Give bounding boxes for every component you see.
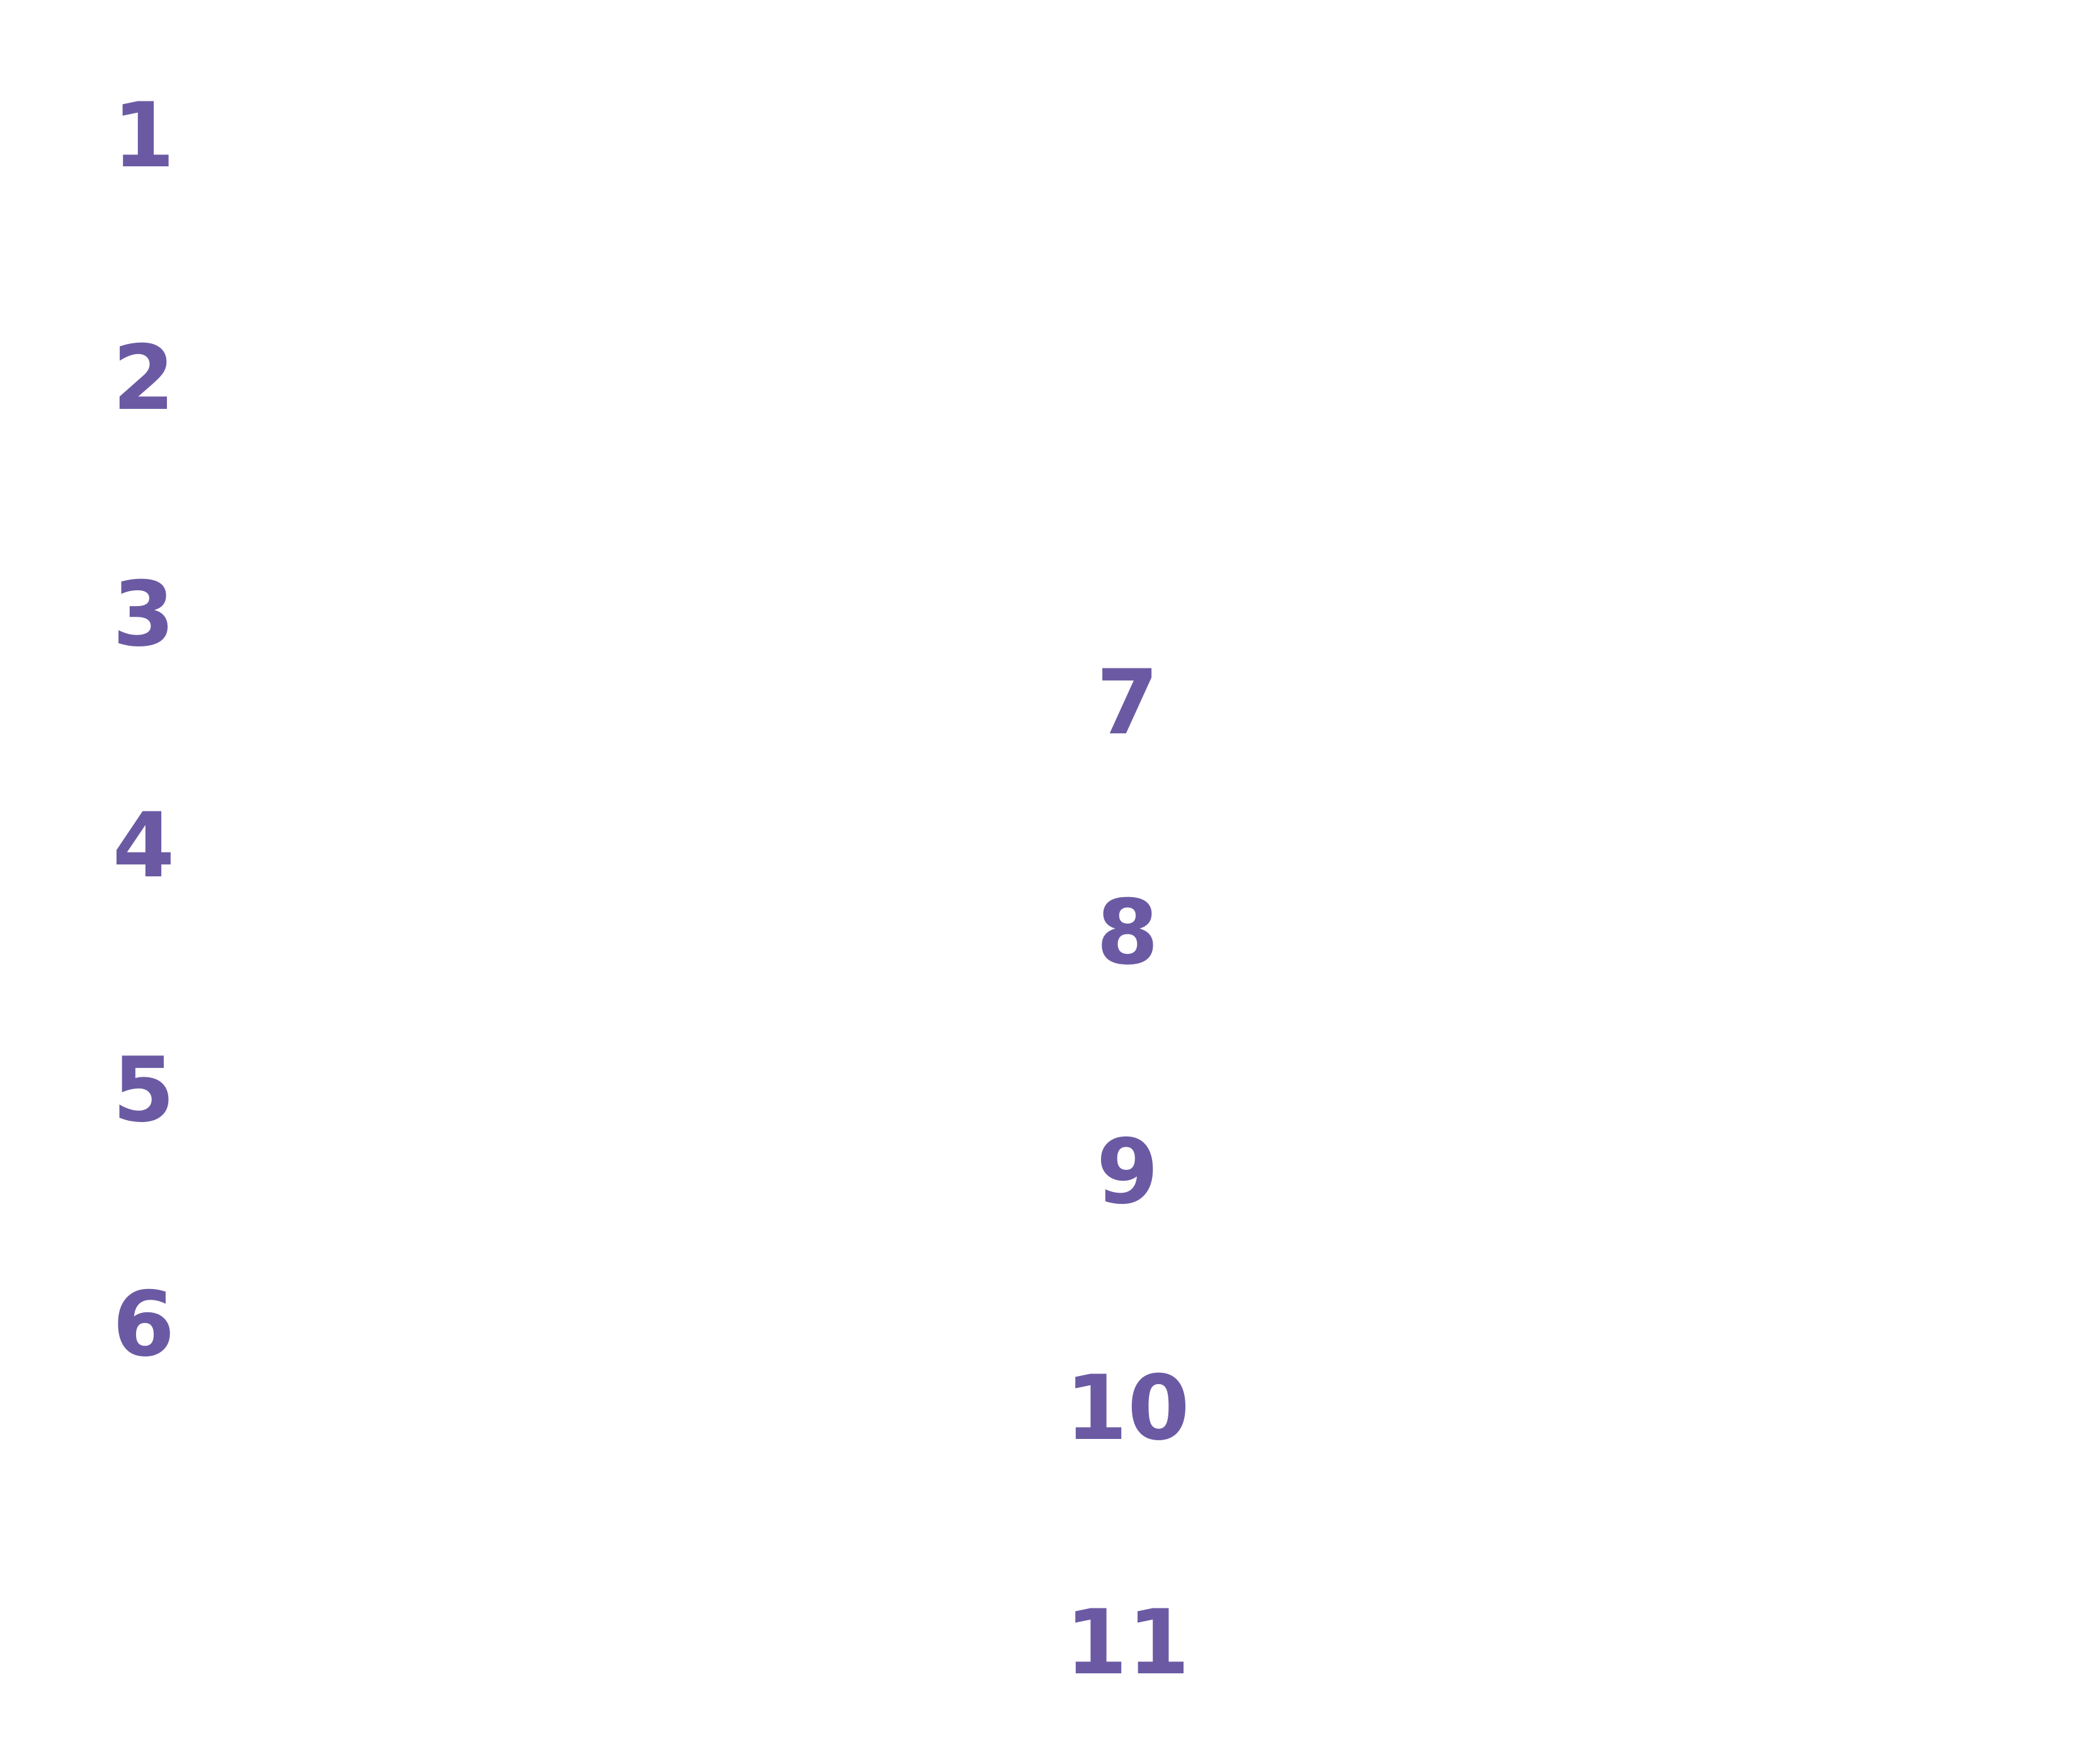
number-label-2: 2 (112, 326, 175, 430)
number-label-4: 4 (112, 794, 175, 898)
number-label-9: 9 (1096, 1120, 1159, 1224)
number-label-6: 6 (112, 1273, 175, 1377)
number-label-11: 11 (1065, 1591, 1190, 1695)
number-label-8: 8 (1096, 881, 1159, 985)
number-label-3: 3 (112, 563, 175, 667)
number-label-7: 7 (1096, 651, 1159, 755)
number-label-1: 1 (112, 84, 175, 188)
number-label-10: 10 (1065, 1356, 1190, 1460)
number-label-5: 5 (112, 1038, 175, 1142)
